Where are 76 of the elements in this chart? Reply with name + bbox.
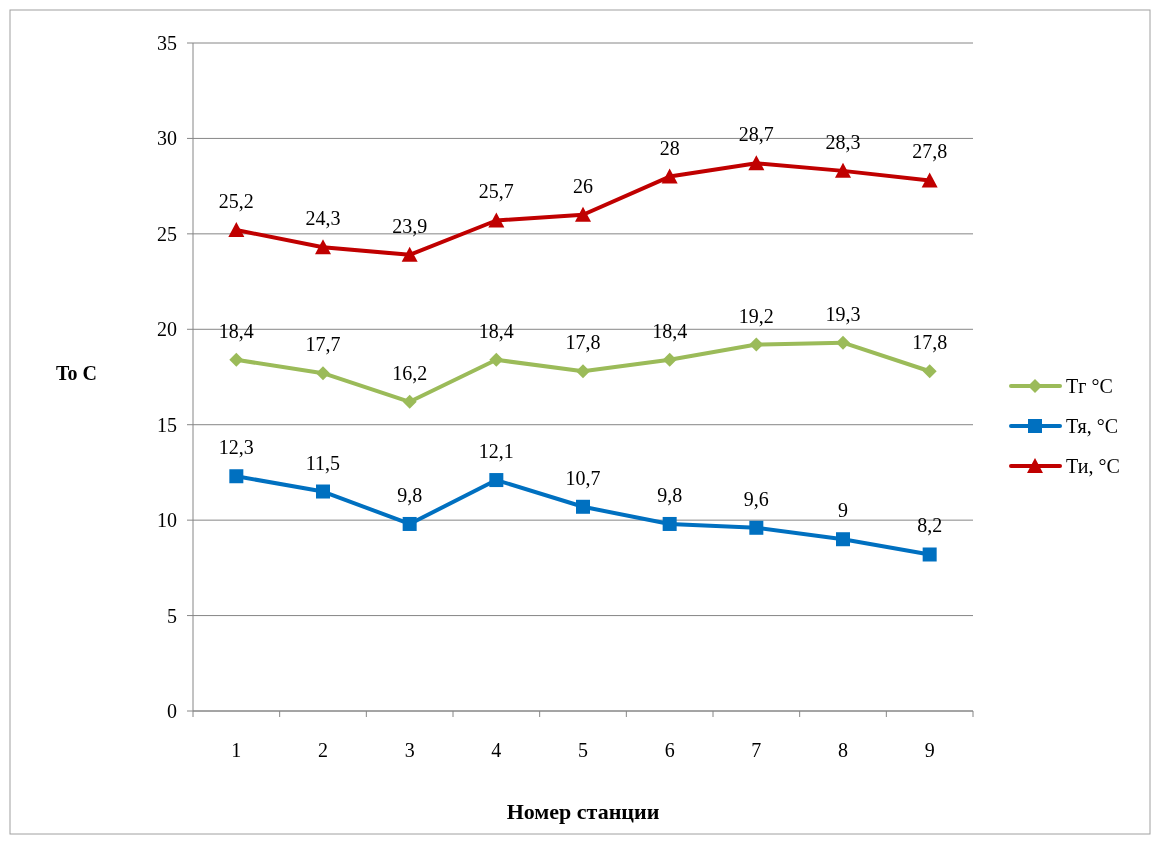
x-tick-label: 8 xyxy=(838,739,848,761)
data-label: 28,3 xyxy=(825,130,861,153)
point xyxy=(315,239,331,255)
legend-label: Тя, °С xyxy=(1066,415,1118,437)
data-label: 25,7 xyxy=(478,180,514,203)
data-label: 26 xyxy=(573,174,593,197)
data-label: 10,7 xyxy=(565,466,601,489)
data-label: 8,2 xyxy=(917,514,943,537)
point xyxy=(576,499,590,514)
data-label: 27,8 xyxy=(912,140,948,163)
point xyxy=(575,206,591,222)
point xyxy=(662,516,677,531)
point xyxy=(401,246,418,262)
point xyxy=(402,394,417,409)
data-label: 19,2 xyxy=(738,304,774,327)
x-tick-label: 2 xyxy=(318,739,328,761)
point xyxy=(922,364,937,379)
y-tick-label: 15 xyxy=(157,413,177,436)
data-label: 28 xyxy=(659,136,680,159)
x-tick-label: 5 xyxy=(578,739,588,761)
point xyxy=(661,168,678,184)
x-tick-label: 6 xyxy=(664,739,675,761)
data-label: 9,6 xyxy=(743,487,769,510)
data-label: 24,3 xyxy=(305,207,341,230)
y-axis-title: To C xyxy=(56,362,97,384)
point xyxy=(489,352,504,367)
point xyxy=(229,469,244,484)
y-tick-label: 0 xyxy=(167,700,177,722)
point xyxy=(662,352,677,367)
data-label: 18,4 xyxy=(478,319,514,342)
y-tick-label: 5 xyxy=(167,604,177,627)
data-label: 23,9 xyxy=(392,214,428,237)
data-label: 19,3 xyxy=(825,302,861,325)
point xyxy=(922,547,937,562)
data-label: 17,7 xyxy=(305,333,341,356)
point xyxy=(489,473,504,488)
point xyxy=(576,364,590,379)
y-tick-label: 30 xyxy=(157,127,177,150)
point xyxy=(402,516,417,531)
point xyxy=(749,520,764,535)
data-label: 12,1 xyxy=(478,440,514,463)
x-tick-label: 7 xyxy=(751,739,762,761)
point xyxy=(836,335,850,350)
point xyxy=(835,162,851,178)
y-tick-label: 25 xyxy=(157,222,177,245)
x-tick-label: 1 xyxy=(231,739,242,761)
legend-label: Тг °С xyxy=(1066,375,1113,397)
point xyxy=(316,366,330,381)
data-label: 9,8 xyxy=(397,483,423,506)
data-label: 9 xyxy=(838,499,848,522)
point xyxy=(836,532,850,547)
legend-label: Ти, °С xyxy=(1066,455,1120,477)
point xyxy=(921,172,938,188)
y-tick-label: 10 xyxy=(157,509,177,532)
point xyxy=(316,484,330,499)
y-tick-label: 35 xyxy=(157,32,177,54)
x-axis-title: Номер станции xyxy=(506,799,660,824)
x-tick-label: 4 xyxy=(491,739,502,761)
point xyxy=(748,155,765,171)
point xyxy=(229,352,244,367)
point xyxy=(749,337,764,352)
data-label: 9,8 xyxy=(657,483,683,506)
data-label: 11,5 xyxy=(305,451,341,474)
data-label: 25,2 xyxy=(218,190,254,213)
data-label: 16,2 xyxy=(392,361,428,384)
x-tick-label: 9 xyxy=(924,739,935,761)
point xyxy=(228,222,245,238)
y-tick-label: 20 xyxy=(157,318,177,341)
data-label: 12,3 xyxy=(218,436,254,459)
point xyxy=(488,212,505,228)
data-label: 17,8 xyxy=(565,331,601,354)
data-label: 18,4 xyxy=(652,319,688,342)
data-label: 18,4 xyxy=(218,319,254,342)
x-tick-label: 3 xyxy=(404,739,415,761)
data-label: 17,8 xyxy=(912,331,948,354)
data-label: 28,7 xyxy=(738,123,774,146)
